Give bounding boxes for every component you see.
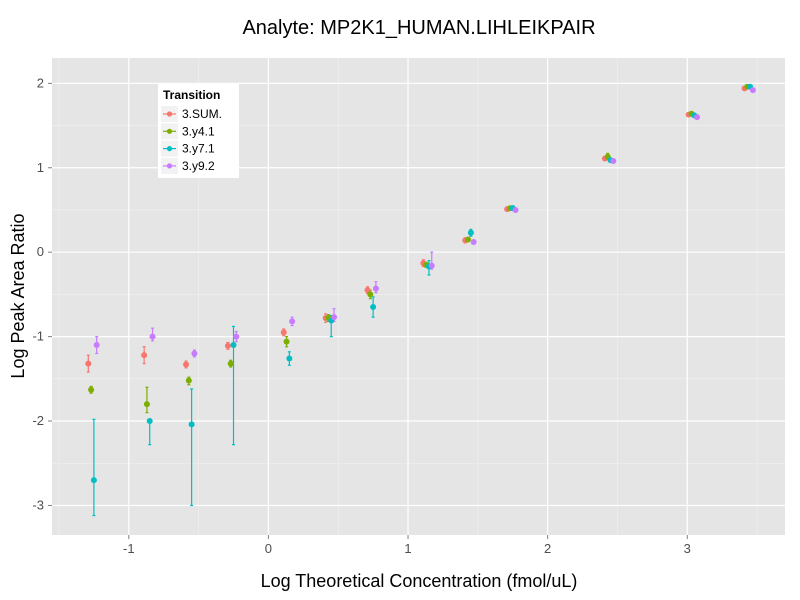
error-bar — [92, 418, 96, 517]
data-point — [428, 262, 435, 269]
data-point — [470, 239, 477, 246]
data-point — [85, 360, 92, 367]
y-tick-label: -2 — [32, 413, 44, 428]
x-tick-label: 1 — [404, 541, 411, 556]
data-point — [191, 350, 198, 357]
data-point — [465, 236, 472, 243]
data-point — [149, 333, 156, 340]
data-point — [467, 229, 474, 236]
data-point — [286, 355, 293, 362]
y-axis-title: Log Peak Area Ratio — [8, 213, 28, 378]
data-point — [143, 401, 150, 408]
y-tick-label: -1 — [32, 329, 44, 344]
data-point — [364, 287, 371, 294]
legend-label: 3.SUM. — [182, 107, 222, 121]
data-point — [233, 333, 240, 340]
data-point — [188, 421, 195, 428]
data-point — [283, 338, 290, 345]
data-point — [280, 329, 287, 336]
y-tick-label: -3 — [32, 497, 44, 512]
data-point — [183, 361, 190, 368]
data-point — [227, 360, 234, 367]
y-tick-label: 1 — [37, 160, 44, 175]
y-tick-label: 2 — [37, 75, 44, 90]
legend-title: Transition — [163, 88, 220, 102]
error-bar — [190, 388, 194, 507]
legend-label: 3.y9.2 — [182, 159, 215, 173]
data-point — [610, 157, 617, 164]
legend-key-point — [166, 128, 173, 134]
data-point — [90, 477, 97, 484]
data-point — [331, 314, 338, 321]
data-point — [185, 377, 192, 384]
legend-keys: 3.SUM. 3.y4.1 3.y7.1 3.y9.2 — [161, 106, 222, 174]
legend-key-point — [166, 163, 173, 169]
data-point — [749, 87, 756, 94]
chart-title: Analyte: MP2K1_HUMAN.LIHLEIKPAIR — [242, 17, 595, 39]
data-point — [230, 342, 237, 349]
data-points — [85, 83, 756, 484]
x-tick-label: 2 — [544, 541, 551, 556]
legend-item: 3.y4.1 — [161, 123, 215, 140]
legend-key-point — [166, 146, 173, 152]
data-point — [694, 114, 701, 121]
legend-label: 3.y4.1 — [182, 124, 215, 138]
data-point — [370, 304, 377, 311]
legend-item: 3.y9.2 — [161, 157, 215, 174]
legend-key-point — [166, 111, 173, 117]
y-tick-label: 0 — [37, 244, 44, 259]
y-axis-ticks: -3 -2 -1 0 1 2 — [32, 75, 52, 512]
legend: Transition 3.SUM. 3.y4.1 3.y7.1 3.y9.2 — [158, 84, 239, 178]
data-point — [88, 386, 95, 393]
data-point — [146, 418, 153, 425]
error-bar — [145, 386, 149, 414]
x-axis-title: Log Theoretical Concentration (fmol/uL) — [261, 571, 578, 591]
x-tick-label: 0 — [265, 541, 272, 556]
data-point — [367, 291, 374, 298]
x-tick-label: 3 — [684, 541, 691, 556]
x-tick-label: -1 — [123, 541, 135, 556]
data-point — [289, 318, 296, 325]
data-point — [512, 206, 519, 213]
data-point — [224, 342, 231, 349]
data-point — [141, 352, 148, 359]
legend-item: 3.y7.1 — [161, 140, 215, 157]
data-point — [93, 342, 100, 349]
legend-label: 3.y7.1 — [182, 142, 215, 156]
minor-gridlines — [52, 58, 785, 535]
legend-item: 3.SUM. — [161, 106, 222, 122]
x-axis-ticks: -1 0 1 2 3 — [123, 535, 691, 556]
data-point — [372, 285, 379, 292]
